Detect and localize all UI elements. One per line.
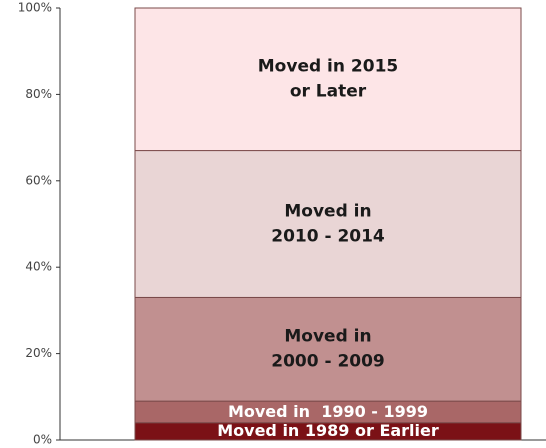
segment-label: Moved in 1990 - 1999 bbox=[227, 401, 429, 421]
y-tick-label: 100% bbox=[18, 1, 52, 15]
y-tick-label: 20% bbox=[25, 346, 52, 360]
segment-label: Moved in 2010 - 2014 bbox=[271, 201, 385, 246]
segment-label: Moved in 2015 or Later bbox=[257, 56, 399, 102]
segment-label: Moved in 2000 - 2009 bbox=[271, 326, 385, 372]
bar-segment bbox=[134, 296, 522, 402]
y-tick-label: 60% bbox=[25, 173, 52, 187]
y-tick-label: 80% bbox=[25, 87, 52, 101]
bar-segment bbox=[134, 7, 522, 152]
bar-segment bbox=[134, 150, 522, 298]
segment-label: Moved in 1989 or Earlier bbox=[217, 421, 439, 441]
y-tick-label: 40% bbox=[25, 260, 52, 274]
y-tick-label: 0% bbox=[33, 433, 52, 447]
